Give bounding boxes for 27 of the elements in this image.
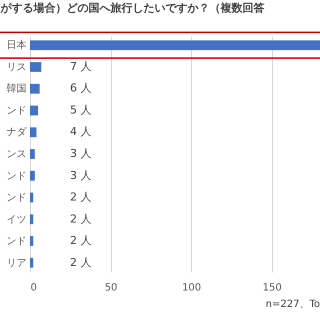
y-tick-label: ンド (6, 170, 26, 182)
x-tick-label: 100 (182, 282, 202, 294)
data-label: 4 人 (70, 125, 92, 138)
data-label: 3 人 (70, 147, 92, 160)
x-tick-label: 150 (262, 282, 282, 294)
y-tick-label: ンド (6, 192, 26, 204)
y-tick-label: ンス (6, 149, 26, 160)
data-label: 6 人 (70, 82, 92, 95)
y-tick-label: イツ (6, 214, 26, 226)
data-label: 2 人 (70, 256, 92, 269)
text: n=227、To (266, 299, 320, 310)
chart-title: がする場合）どの国へ旅行したいですか？（複数回答 (0, 2, 266, 15)
data-label: 5 人 (70, 104, 92, 116)
x-tick-label: 0 (30, 282, 37, 294)
data-label: 2 人 (70, 190, 92, 204)
data-label: 3 人 (70, 168, 92, 182)
data-label: 2 人 (70, 212, 92, 226)
data-label: 2 人 (70, 234, 92, 248)
data-label: 7 人 (70, 60, 92, 73)
y-tick-label: ンド (6, 236, 26, 248)
y-tick-label: 韓国 (6, 82, 26, 95)
y-tick-label: ナダ (6, 126, 28, 138)
y-tick-label: リア (6, 258, 26, 269)
y-tick-label: リス (6, 62, 26, 73)
y-tick-label: ンド (6, 106, 26, 116)
x-tick-label: 50 (104, 282, 118, 294)
y-tick-label: 日本 (6, 39, 26, 52)
